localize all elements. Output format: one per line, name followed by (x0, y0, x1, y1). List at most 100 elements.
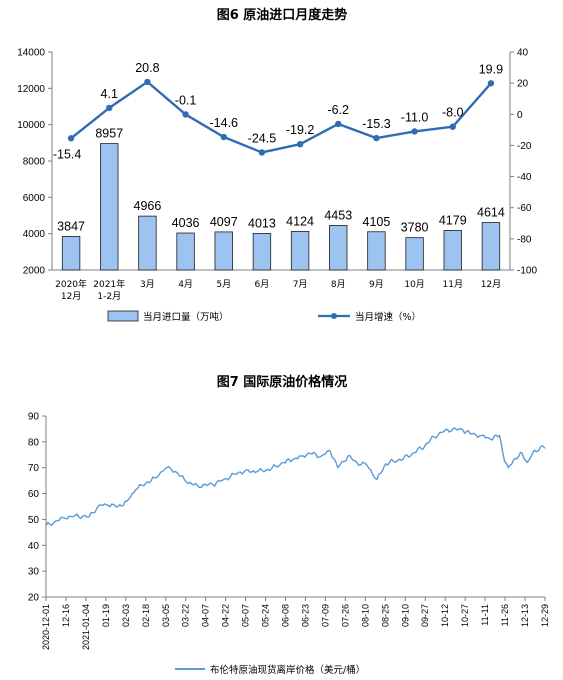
growth-rate-labels: -15.4 4.1 20.8 -0.1 -14.6 -24.5 -19.2 -6.2 -15.3… (53, 61, 503, 161)
month-label: 5月 (216, 279, 231, 290)
date-tick-label: 02-03 (121, 604, 131, 627)
date-tick-label: 04-22 (221, 604, 231, 627)
right-tick-label: -60 (517, 203, 532, 214)
growth-rate-point (335, 120, 342, 128)
price-tick-label: 70 (28, 463, 40, 474)
import-bar (214, 231, 233, 271)
import-bar-label: 4013 (248, 216, 276, 230)
growth-rate-label: 19.9 (479, 62, 503, 76)
import-bar (100, 143, 119, 271)
import-bar-label: 4453 (324, 208, 352, 222)
date-tick-label: 12-13 (520, 604, 530, 627)
import-bar-label: 8957 (95, 127, 123, 141)
growth-rate-point (67, 135, 75, 142)
legend-line-marker (331, 313, 337, 319)
date-tick-label: 03-05 (161, 604, 171, 627)
growth-rate-line (67, 78, 495, 156)
date-tick-label: 01-19 (101, 604, 111, 627)
growth-rate-point (449, 123, 456, 130)
left-tick-label: 4000 (23, 229, 46, 240)
right-tick-label: -100 (517, 266, 537, 277)
price-tick-label: 20 (28, 593, 40, 604)
import-bar (405, 237, 424, 271)
date-tick-label: 12-29 (540, 604, 550, 627)
date-tick-label: 07-26 (340, 604, 350, 627)
import-bar (367, 231, 386, 271)
right-tick-label: -20 (517, 141, 532, 152)
import-chart: 图6 原油进口月度走势 2000 4000 6000 8000 10000 12000 14… (17, 7, 537, 323)
month-label: 11月 (443, 279, 463, 290)
date-tick-label: 10-12 (440, 604, 450, 627)
growth-rate-point (296, 140, 304, 148)
growth-rate-point (258, 149, 266, 156)
import-chart-left-ticks: 2000 4000 6000 8000 10000 12000 14000 (17, 48, 52, 277)
date-tick-label: 07-09 (320, 604, 330, 627)
growth-rate-label: -8.0 (442, 106, 464, 120)
date-tick-label: 11-26 (500, 604, 510, 626)
import-chart-legend: 当月进口量（万吨） 当月增速（%） (107, 310, 421, 323)
date-tick-label: 2021-01-04 (81, 604, 91, 650)
right-tick-label: 20 (517, 79, 529, 90)
date-tick-label: 03-22 (181, 604, 191, 627)
import-bar-label: 4614 (477, 206, 505, 220)
import-volume-labels: 3847 8957 4966 4036 4097 4013 4124 4453 4105 3780… (57, 127, 505, 235)
right-tick-label: 40 (517, 48, 529, 59)
growth-rate-label: -11.0 (401, 110, 429, 124)
left-tick-label: 10000 (17, 120, 45, 131)
month-label: 2020年 (55, 278, 87, 290)
date-tick-label: 06-08 (281, 604, 291, 627)
growth-rate-label: -14.6 (210, 116, 239, 130)
growth-rate-label: -0.1 (175, 93, 197, 107)
growth-rate-label: -24.5 (248, 131, 277, 145)
date-tick-label: 08-25 (380, 604, 390, 627)
date-tick-label: 11-11 (480, 604, 490, 626)
date-tick-label: 09-10 (400, 604, 410, 627)
import-bar-label: 3847 (57, 219, 85, 233)
left-tick-label: 8000 (23, 157, 46, 168)
import-bar-label: 4105 (363, 215, 391, 229)
growth-rate-label: -15.4 (53, 147, 82, 161)
import-bar (252, 233, 272, 271)
growth-rate-point (182, 111, 189, 118)
growth-rate-point (487, 80, 495, 87)
import-bar-label: 4966 (134, 199, 162, 213)
date-tick-label: 05-07 (241, 604, 251, 627)
growth-rate-point (411, 128, 418, 135)
import-bar (329, 225, 348, 271)
legend-bar-swatch (107, 310, 139, 322)
import-chart-right-ticks: -100 -80 -60 -40 -20 0 20 40 (510, 48, 537, 277)
right-tick-label: 0 (517, 110, 523, 121)
month-label: 6月 (255, 279, 270, 290)
oil-price-chart: 图7 国际原油价格情况 20 30 40 50 60 70 80 90 2020-12-01 1… (28, 374, 550, 676)
price-tick-label: 80 (28, 437, 40, 448)
growth-rate-point (144, 78, 151, 86)
import-bar (138, 215, 157, 271)
growth-rate-label: -6.2 (327, 103, 349, 117)
left-tick-label: 6000 (23, 193, 46, 204)
import-bar-label: 4124 (286, 214, 314, 228)
date-tick-label: 09-27 (420, 604, 430, 627)
oil-price-chart-y-ticks: 20 30 40 50 60 70 80 90 (28, 412, 46, 604)
price-tick-label: 60 (28, 489, 40, 500)
import-volume-bars (61, 143, 501, 271)
growth-rate-point (220, 133, 227, 141)
oil-price-chart-title: 图7 国际原油价格情况 (217, 374, 348, 390)
left-tick-label: 14000 (17, 48, 45, 59)
import-chart-title: 图6 原油进口月度走势 (217, 7, 348, 23)
import-bar (61, 236, 81, 271)
month-label: 4月 (178, 279, 193, 290)
date-tick-label: 05-24 (261, 604, 271, 627)
brent-price-line (45, 427, 546, 527)
growth-rate-label: -19.2 (286, 123, 315, 137)
left-tick-label: 2000 (23, 266, 46, 277)
price-tick-label: 30 (28, 567, 40, 578)
price-tick-label: 90 (28, 412, 40, 423)
month-label: 9月 (369, 279, 384, 290)
month-label: 12月 (61, 291, 81, 302)
import-bar-label: 3780 (401, 221, 429, 235)
oil-price-chart-date-ticks: 2020-12-01 12-16 2021-01-04 01-19 02-03 02-18… (41, 597, 550, 650)
legend-line-label: 当月增速（%） (355, 311, 421, 323)
growth-rate-label: 4.1 (101, 87, 118, 101)
